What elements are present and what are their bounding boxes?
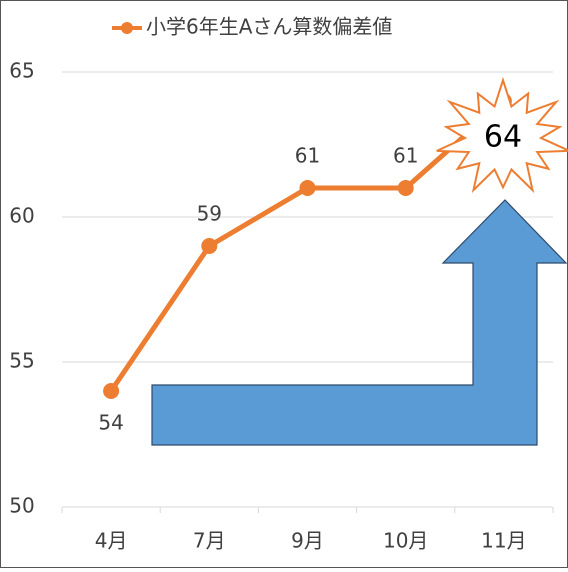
y-tick-label: 60	[9, 204, 34, 228]
data-label: 61	[295, 144, 320, 168]
data-point	[201, 238, 218, 254]
x-tick-label: 4月	[95, 529, 128, 553]
y-tick-label: 50	[9, 494, 34, 518]
x-tick-label: 9月	[291, 529, 324, 553]
grid: 50 55 60 65 4月 7月 9月 10月 11月	[9, 59, 554, 553]
y-tick-label: 65	[9, 59, 34, 83]
data-point	[397, 180, 414, 196]
data-point	[103, 383, 120, 399]
y-tick-label: 55	[9, 349, 34, 373]
legend-marker	[121, 22, 133, 34]
legend-label: 小学6年生Aさん算数偏差値	[146, 15, 392, 39]
plot: 54 59 61 61 64	[98, 76, 568, 435]
data-label: 64	[484, 120, 522, 155]
arrow-layer	[151, 199, 568, 446]
x-tick-label: 10月	[383, 529, 428, 553]
data-label: 54	[98, 411, 123, 435]
x-tick-label: 7月	[193, 529, 226, 553]
data-point	[299, 180, 316, 196]
big-arrow	[151, 199, 568, 446]
data-label: 61	[393, 144, 418, 168]
x-tick-label: 11月	[481, 529, 526, 553]
data-label: 59	[197, 202, 222, 226]
starburst	[436, 76, 568, 194]
